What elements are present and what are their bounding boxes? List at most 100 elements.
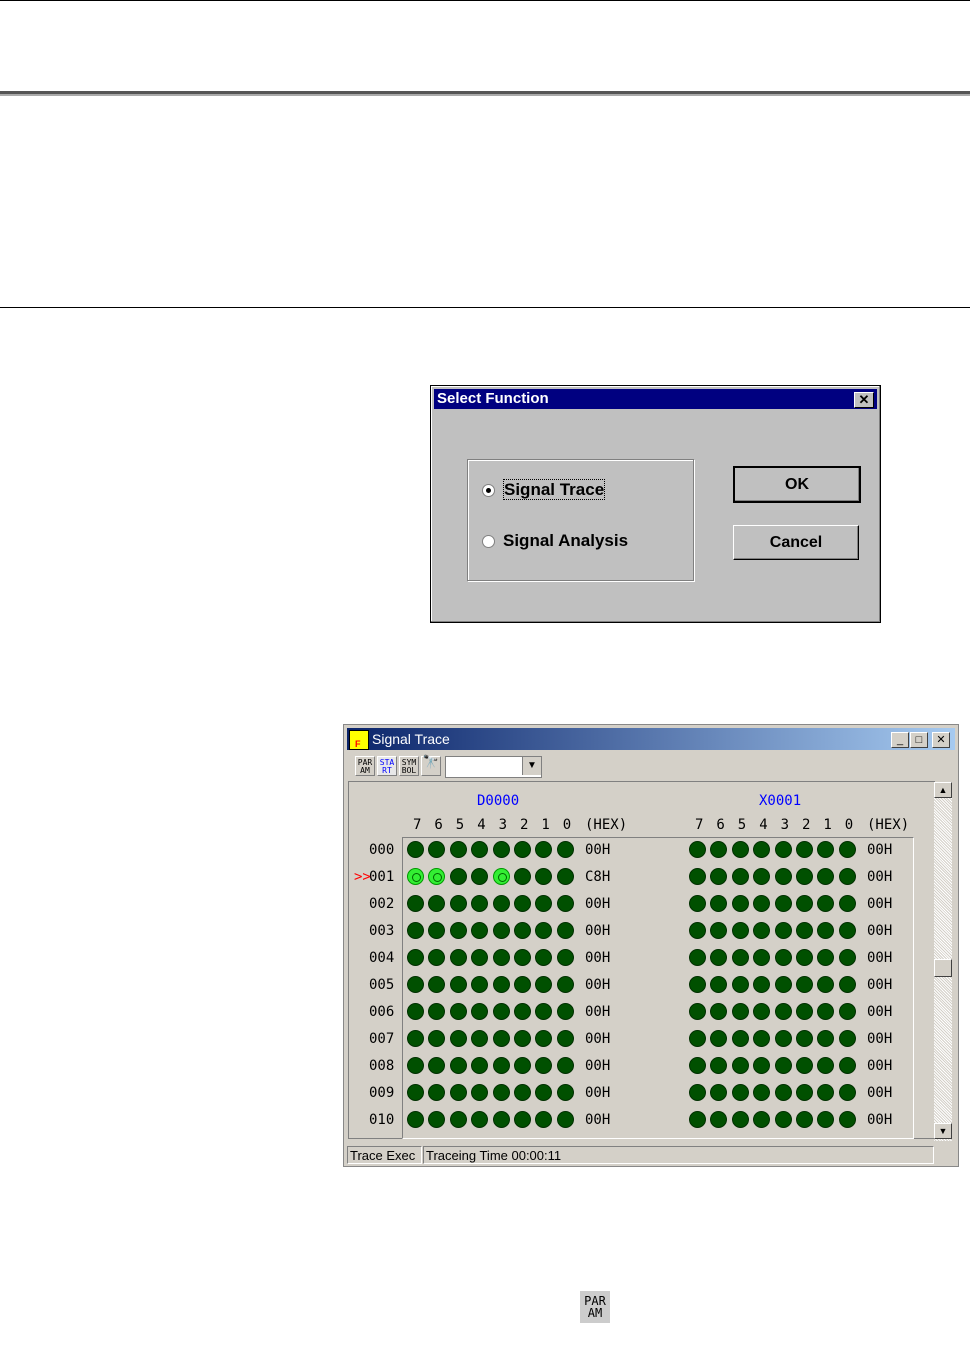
symbol-button[interactable]: SYM BOL xyxy=(399,756,419,776)
led-off xyxy=(689,976,706,993)
led-off xyxy=(428,1030,446,1047)
hex-value: 00H xyxy=(585,977,611,993)
led-off xyxy=(407,895,424,912)
led-off xyxy=(535,922,553,939)
led-off xyxy=(471,949,489,966)
led-off xyxy=(838,976,856,993)
maximize-button[interactable]: □ xyxy=(910,732,928,748)
radio-icon xyxy=(482,484,495,498)
led-off xyxy=(731,1111,749,1128)
led-off xyxy=(556,976,574,993)
led-off xyxy=(471,1030,489,1047)
led-off xyxy=(556,868,574,885)
led-off xyxy=(428,1084,446,1101)
led-off xyxy=(753,922,771,939)
scroll-down-button[interactable]: ▼ xyxy=(934,1123,952,1139)
led-off xyxy=(449,1030,467,1047)
window-title: Signal Trace xyxy=(372,731,450,747)
led-off xyxy=(471,1084,489,1101)
led-off xyxy=(535,1003,553,1020)
led-off xyxy=(774,1111,792,1128)
scroll-up-button[interactable]: ▲ xyxy=(934,782,952,798)
led-off xyxy=(407,976,424,993)
find-button[interactable]: 🔭 xyxy=(421,756,441,776)
led-off xyxy=(492,922,510,939)
bit-label: 4 xyxy=(477,817,486,833)
led-on xyxy=(428,868,446,885)
section-rule xyxy=(0,307,970,308)
vertical-scrollbar[interactable]: ▲ ▼ xyxy=(934,782,952,1141)
trace-panel: D0000 7 6 5 4 3 2 1 0 (HEX) 00H C8H 00H 00H 00H 00H 00H 0… xyxy=(348,781,935,1139)
led-off xyxy=(796,1111,813,1128)
led-off xyxy=(731,895,749,912)
led-off xyxy=(514,841,531,858)
led-on xyxy=(407,868,424,885)
led-off xyxy=(817,1030,835,1047)
led-off xyxy=(514,1084,531,1101)
trace-grid xyxy=(402,837,914,1139)
close-button[interactable]: ✕ xyxy=(932,732,950,748)
minimize-button[interactable]: _ xyxy=(891,732,909,748)
led-off xyxy=(774,949,792,966)
led-off xyxy=(774,1084,792,1101)
hex-value: 00H xyxy=(867,950,893,966)
param-button[interactable]: PAR AM xyxy=(355,756,375,776)
scroll-thumb[interactable] xyxy=(934,959,952,977)
status-mode: Trace Exec xyxy=(347,1146,422,1164)
led-off xyxy=(710,895,728,912)
led-off xyxy=(492,1111,510,1128)
close-button[interactable]: ✕ xyxy=(854,392,874,408)
led-off xyxy=(796,949,813,966)
row-number: 003 xyxy=(369,923,395,939)
led-off xyxy=(428,1057,446,1074)
led-off xyxy=(817,841,835,858)
led-off xyxy=(492,841,510,858)
led-off xyxy=(471,1003,489,1020)
param-icon-label: PAR AM xyxy=(584,1294,606,1320)
radio-signal-trace[interactable]: Signal Trace xyxy=(482,479,606,500)
led-off xyxy=(407,1057,424,1074)
radio-label: Signal Analysis xyxy=(503,531,629,550)
led-off xyxy=(710,976,728,993)
led-off xyxy=(689,1057,706,1074)
dialog-title: Select Function xyxy=(437,390,549,407)
led-off xyxy=(710,1003,728,1020)
hex-value: 00H xyxy=(867,1112,893,1128)
led-off xyxy=(731,841,749,858)
chevron-down-icon[interactable]: ▼ xyxy=(522,757,541,775)
led-off xyxy=(449,1084,467,1101)
led-off xyxy=(449,868,467,885)
bit-label: 0 xyxy=(562,817,572,833)
led-off xyxy=(428,922,446,939)
bit-label: 3 xyxy=(498,817,508,833)
header-rule xyxy=(0,91,970,96)
led-off xyxy=(535,1111,553,1128)
cancel-button[interactable]: Cancel xyxy=(733,525,859,560)
binoculars-icon: 🔭 xyxy=(422,755,440,770)
app-icon: F xyxy=(349,730,369,750)
led-off xyxy=(817,1003,835,1020)
led-off xyxy=(556,949,574,966)
led-off xyxy=(817,868,835,885)
radio-signal-analysis[interactable]: Signal Analysis xyxy=(482,531,628,551)
led-off xyxy=(796,1084,813,1101)
led-off xyxy=(731,1003,749,1020)
row-number: 004 xyxy=(369,950,395,966)
led-off xyxy=(514,1030,531,1047)
led-off xyxy=(753,1111,771,1128)
device-combo[interactable]: ▼ xyxy=(445,756,542,778)
led-off xyxy=(796,922,813,939)
led-off xyxy=(535,949,553,966)
led-off xyxy=(753,1057,771,1074)
start-button[interactable]: STA RT xyxy=(377,756,397,776)
led-off xyxy=(471,868,489,885)
ok-button[interactable]: OK xyxy=(733,466,861,503)
led-off xyxy=(838,895,856,912)
start-icon: STA RT xyxy=(379,758,395,775)
top-rule xyxy=(0,0,970,1)
function-group: Signal Trace Signal Analysis xyxy=(467,459,694,581)
led-off xyxy=(514,976,531,993)
led-off xyxy=(556,895,574,912)
led-off xyxy=(535,976,553,993)
led-off xyxy=(731,1030,749,1047)
